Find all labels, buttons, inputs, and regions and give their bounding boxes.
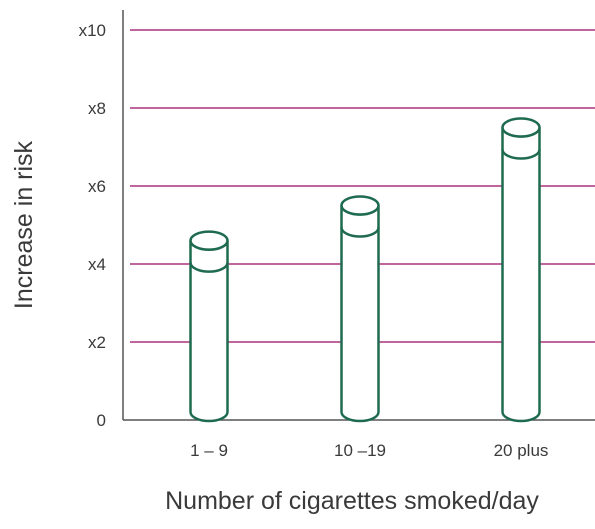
bar-band — [501, 149, 541, 160]
x-tick-labels: 1 – 9 10 –19 20 plus — [190, 441, 548, 460]
bar-band — [189, 262, 229, 273]
bar-top — [189, 230, 229, 251]
y-tick-label: 0 — [97, 411, 106, 430]
bar — [189, 230, 229, 423]
x-tick-label: 1 – 9 — [190, 441, 228, 460]
bar-top — [340, 195, 380, 216]
bar-body — [501, 127, 541, 423]
y-axis-title: Increase in risk — [10, 140, 38, 309]
x-axis-title: Number of cigarettes smoked/day — [165, 487, 539, 515]
y-tick-label: x2 — [88, 333, 106, 352]
y-tick-label: x6 — [88, 177, 106, 196]
bar-band — [340, 227, 380, 238]
bar — [340, 195, 380, 423]
bar-top — [501, 117, 541, 138]
x-tick-label: 10 –19 — [334, 441, 386, 460]
y-tick-labels: 0 x2 x4 x6 x8 x10 — [79, 21, 106, 430]
bar-body — [340, 205, 380, 423]
y-tick-label: x10 — [79, 21, 106, 40]
bar — [501, 117, 541, 423]
y-tick-label: x8 — [88, 99, 106, 118]
bars — [189, 117, 541, 423]
y-tick-label: x4 — [88, 255, 106, 274]
x-tick-label: 20 plus — [494, 441, 549, 460]
